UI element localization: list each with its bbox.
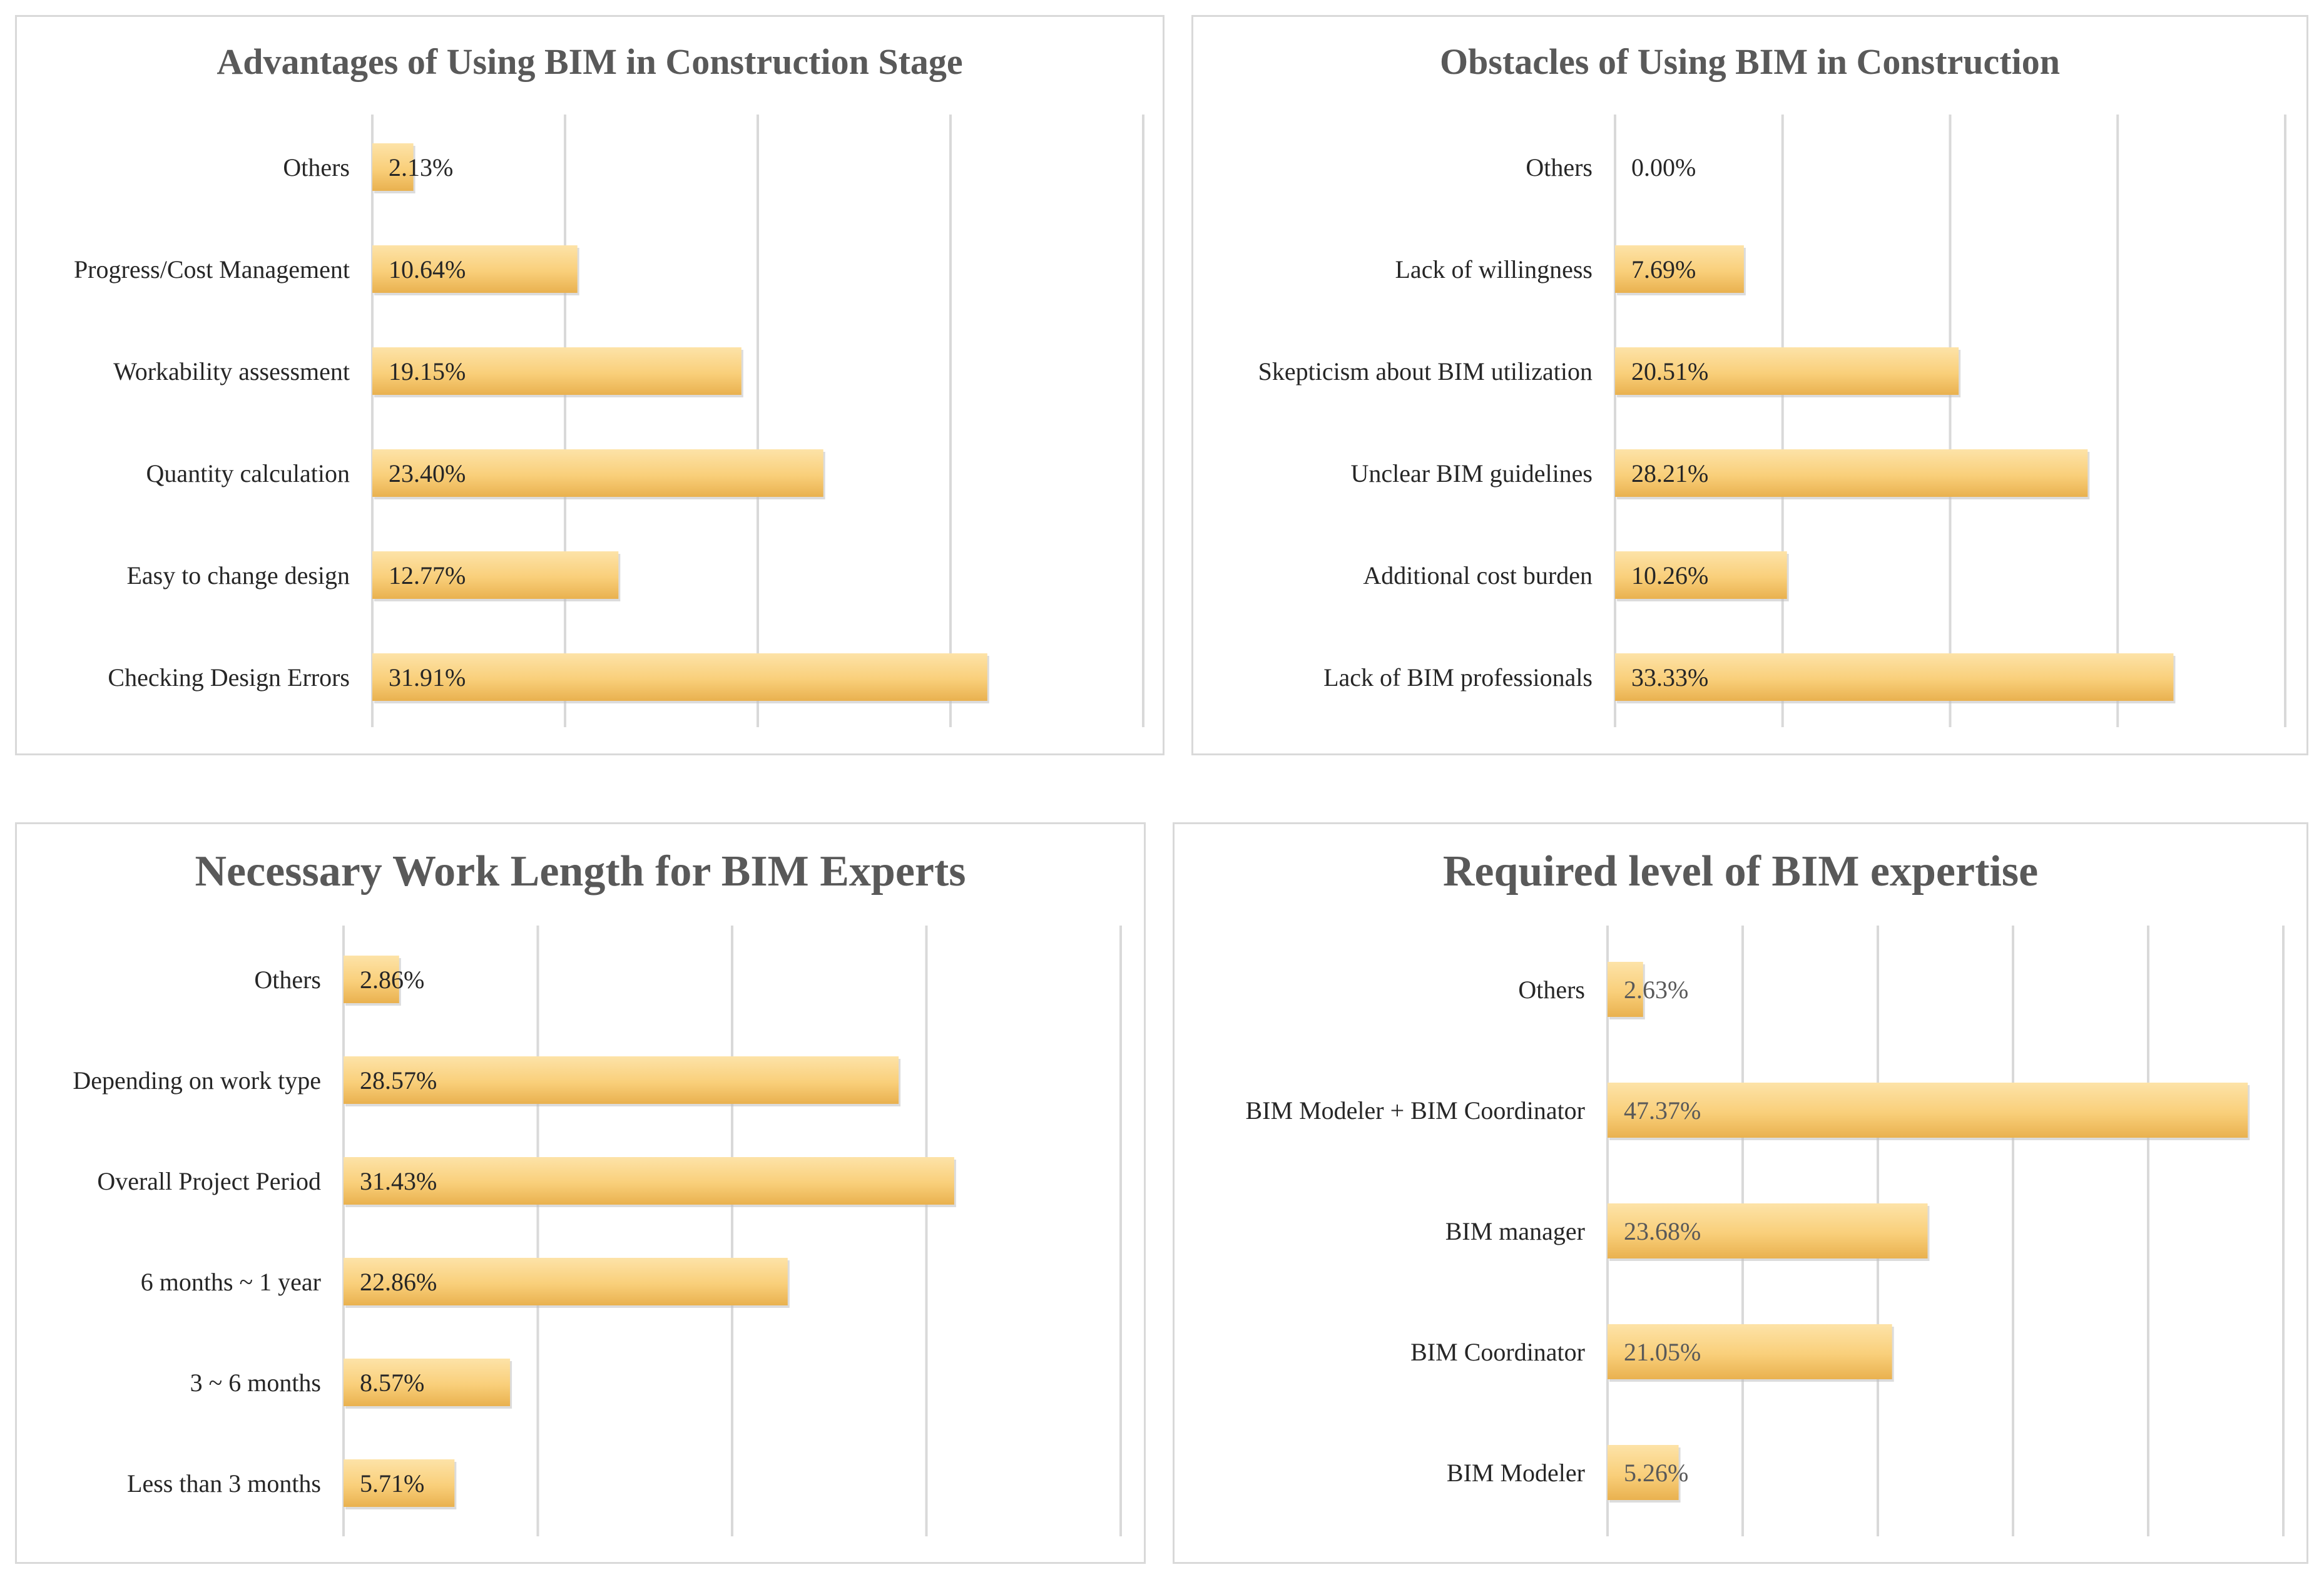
category-label: Others: [1526, 153, 1593, 181]
category-label: Workability assessment: [113, 357, 350, 385]
bar-chart-work-length: Others 2.86% Depending on work type 28.57% O…: [73, 926, 1122, 1536]
bar-chart-expertise: Others 2.63% BIM Modeler + BIM Coordinator…: [1246, 926, 2285, 1536]
category-label: Depending on work type: [73, 1066, 321, 1095]
category-label: Unclear BIM guidelines: [1350, 459, 1593, 487]
bar: [1608, 962, 1643, 1017]
bar: [344, 1459, 455, 1507]
data-label: 28.57%: [360, 1066, 437, 1095]
data-label: 28.21%: [1631, 459, 1708, 487]
chart-title: Obstacles of Using BIM in Construction: [1440, 41, 2060, 82]
data-label: 7.69%: [1631, 255, 1696, 283]
category-label: Easy to change design: [126, 561, 350, 589]
data-label: 31.91%: [389, 663, 466, 692]
data-label: 31.43%: [360, 1167, 437, 1195]
category-label: Others: [1518, 976, 1585, 1004]
bar: [1615, 551, 1787, 599]
data-label: 22.86%: [360, 1268, 437, 1296]
bar: [372, 245, 578, 293]
category-label: Quantity calculation: [146, 459, 350, 487]
bar: [372, 653, 987, 701]
data-label: 47.37%: [1624, 1096, 1701, 1125]
data-label: 23.68%: [1624, 1217, 1701, 1245]
data-label: 0.00%: [1631, 153, 1696, 181]
category-label: 3 ~ 6 months: [190, 1369, 321, 1397]
data-label: 2.86%: [360, 966, 424, 994]
bar: [372, 449, 823, 497]
data-label: 20.51%: [1631, 357, 1708, 385]
bar-chart-advantages: Others 2.13% Progress/Cost Management 10.64…: [74, 115, 1144, 727]
bar: [1608, 1445, 1679, 1500]
data-label: 10.64%: [389, 255, 466, 283]
bar: [1615, 449, 2088, 497]
category-label: Progress/Cost Management: [74, 255, 350, 283]
data-label: 21.05%: [1624, 1338, 1701, 1366]
bar: [372, 551, 619, 599]
bar: [1608, 1324, 1892, 1379]
category-label: BIM Modeler + BIM Coordinator: [1246, 1096, 1586, 1125]
chart-title: Required level of BIM expertise: [1442, 847, 2039, 896]
chart-title: Advantages of Using BIM in Construction …: [217, 41, 963, 82]
category-label: Lack of willingness: [1395, 255, 1593, 283]
bar: [344, 1056, 899, 1104]
category-label: BIM Modeler: [1447, 1459, 1585, 1487]
bar: [372, 347, 742, 395]
chart-panel-obstacles: Obstacles of Using BIM in Construction O…: [1191, 15, 2308, 755]
chart-panel-expertise: Required level of BIM expertise Others 2.…: [1173, 822, 2308, 1564]
category-label: BIM Coordinator: [1410, 1338, 1585, 1366]
category-label: Checking Design Errors: [108, 663, 350, 692]
bar: [1608, 1203, 1928, 1258]
category-label: BIM manager: [1445, 1217, 1585, 1245]
data-label: 23.40%: [389, 459, 466, 487]
chart-panel-work-length: Necessary Work Length for BIM Experts Ot…: [15, 822, 1146, 1564]
data-label: 2.13%: [389, 153, 453, 181]
data-label: 5.71%: [360, 1469, 424, 1498]
chart-title: Necessary Work Length for BIM Experts: [195, 847, 966, 896]
data-label: 10.26%: [1631, 561, 1708, 589]
category-label: Less than 3 months: [127, 1469, 321, 1498]
data-label: 12.77%: [389, 561, 466, 589]
category-label: Others: [283, 153, 350, 181]
data-label: 19.15%: [389, 357, 466, 385]
category-label: 6 months ~ 1 year: [141, 1268, 321, 1296]
chart-panel-advantages: Advantages of Using BIM in Construction …: [15, 15, 1165, 755]
data-label: 8.57%: [360, 1369, 424, 1397]
category-label: Additional cost burden: [1363, 561, 1593, 589]
category-label: Overall Project Period: [97, 1167, 321, 1195]
data-label: 2.63%: [1624, 976, 1688, 1004]
bar: [344, 1258, 788, 1305]
category-label: Skepticism about BIM utilization: [1258, 357, 1593, 385]
bar-chart-obstacles: Others 0.00% Lack of willingness 7.69% Skept…: [1258, 115, 2286, 727]
bar: [344, 1157, 954, 1205]
data-label: 5.26%: [1624, 1459, 1688, 1487]
data-label: 33.33%: [1631, 663, 1708, 692]
bar: [1615, 347, 1959, 395]
bar: [372, 143, 414, 191]
category-label: Lack of BIM professionals: [1323, 663, 1593, 692]
bar: [344, 956, 399, 1003]
category-label: Others: [254, 966, 321, 994]
bar: [344, 1359, 511, 1406]
bar: [1615, 653, 2174, 701]
bar: [1615, 245, 1744, 293]
bar: [1608, 1083, 2248, 1138]
